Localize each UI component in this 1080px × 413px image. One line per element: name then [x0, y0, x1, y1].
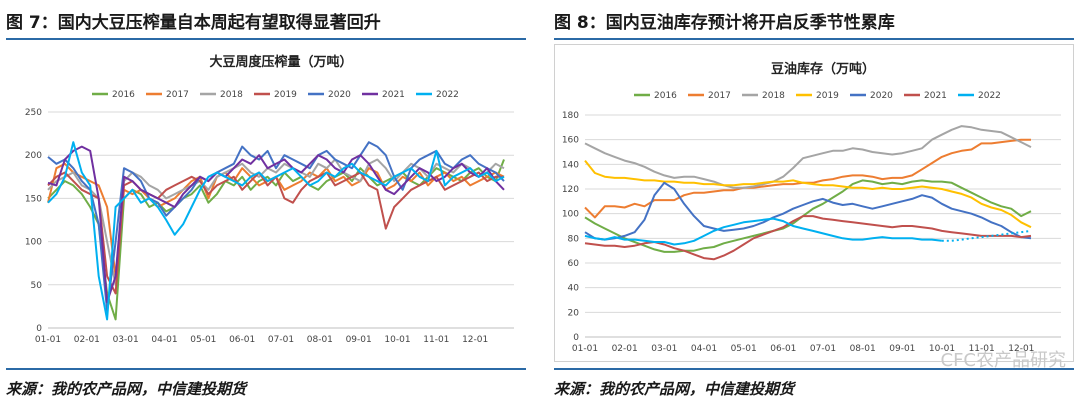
soyoil-y-tick-label: 60: [568, 259, 580, 269]
soyoil-legend-label: 2022: [978, 91, 1001, 101]
soyoil-legend-item-2016: 2016: [634, 91, 677, 101]
soyoil-y-tick-label: 20: [568, 308, 580, 318]
crush-chart-title: 大豆周度压榨量（万吨）: [209, 54, 352, 70]
crush-x-tick-label: 08-01: [307, 335, 333, 345]
crush-x-tick-label: 04-01: [151, 335, 177, 345]
crush-legend-label: 2017: [166, 90, 189, 100]
soyoil-y-tick-label: 160: [562, 136, 579, 146]
soyoil-x-tick-label: 09-01: [889, 344, 915, 354]
right-source-note: 来源：我的农产品网，中信建投期货: [554, 380, 795, 398]
soyoil-stock-svg: 豆油库存（万吨） 0 20 40 60 80 100 120 140 160 180 01-01 02-…: [562, 61, 1061, 354]
crush-legend-item-2016: 2016: [92, 90, 135, 100]
crush-x-tick-label: 03-01: [113, 335, 139, 345]
soyoil-stock-chart: 豆油库存（万吨） 0 20 40 60 80 100 120 140 160 180 01-01 02-…: [554, 44, 1074, 362]
crush-legend-item-2019: 2019: [254, 90, 297, 100]
soyoil-legend-item-2022: 2022: [958, 91, 1001, 101]
soyoil-x-tick-label: 06-01: [770, 344, 796, 354]
soybean-crush-svg: 大豆周度压榨量（万吨） 0 50 100 150 200 250 01-01 02-01 03-0…: [25, 54, 514, 345]
right-figure-panel: 图 8：国内豆油库存预计将开启反季节性累库 豆油库存（万吨） 0 20 40 60 80 1…: [548, 0, 1080, 413]
left-source-note: 来源：我的农产品网，中信建投期货: [6, 380, 247, 398]
soyoil-x-tick-label: 03-01: [651, 344, 677, 354]
soyoil-y-tick-label: 40: [568, 284, 580, 294]
crush-y-tick-label: 250: [25, 108, 42, 118]
soyoil-x-tick-label: 08-01: [850, 344, 876, 354]
left-figure-panel: 图 7：国内大豆压榨量自本周起有望取得显著回升 大豆周度压榨量（万吨） 0 50 10…: [0, 0, 532, 413]
right-title-rule: [554, 38, 1074, 40]
crush-series-line-2021: [47, 145, 505, 304]
left-title-rule: [6, 38, 526, 40]
soyoil-series-line-2022: [584, 217, 942, 246]
crush-legend-item-2020: 2020: [308, 90, 351, 100]
soyoil-series-line-2017: [584, 138, 1031, 219]
crush-series-line-2022: [47, 141, 505, 321]
crush-x-tick-label: 06-01: [229, 335, 255, 345]
soybean-crush-chart: 大豆周度压榨量（万吨） 0 50 100 150 200 250 01-01 02-01 03-0…: [6, 44, 526, 362]
right-figure-title: 图 8：国内豆油库存预计将开启反季节性累库: [554, 13, 895, 33]
crush-legend-item-2017: 2017: [146, 90, 189, 100]
soyoil-y-tick-label: 120: [562, 185, 579, 195]
soyoil-x-tick-label: 04-01: [691, 344, 717, 354]
crush-x-tick-label: 10-01: [384, 335, 410, 345]
wechat-watermark: CFC农产品研究: [940, 350, 1067, 371]
soyoil-legend-label: 2017: [708, 91, 731, 101]
soyoil-legend-label: 2016: [654, 91, 677, 101]
soyoil-x-tick-label: 07-01: [810, 344, 836, 354]
soyoil-y-tick-label: 140: [562, 160, 579, 170]
crush-x-tick-label: 01-01: [35, 335, 61, 345]
soyoil-chart-title: 豆油库存（万吨）: [771, 61, 875, 77]
crush-legend-item-2021: 2021: [362, 90, 405, 100]
crush-legend-item-2022: 2022: [416, 90, 459, 100]
soyoil-legend-item-2020: 2020: [850, 91, 893, 101]
soyoil-y-tick-label: 100: [562, 210, 579, 220]
soyoil-series-line-2019: [584, 159, 1032, 229]
crush-legend-label: 2020: [328, 90, 351, 100]
soyoil-legend-label: 2018: [762, 91, 785, 101]
soyoil-y-tick-label: 0: [573, 333, 579, 343]
crush-series-line-2020: [47, 141, 505, 312]
crush-x-tick-label: 07-01: [268, 335, 294, 345]
crush-y-tick-label: 50: [31, 281, 43, 291]
crush-y-tick-label: 200: [25, 151, 42, 161]
crush-x-tick-label: 05-01: [190, 335, 216, 345]
crush-x-tick-label: 12-01: [462, 335, 488, 345]
right-source-rule: [554, 368, 1074, 370]
crush-x-tick-label: 02-01: [74, 335, 100, 345]
soyoil-legend-label: 2019: [816, 91, 839, 101]
soyoil-x-tick-label: 02-01: [612, 344, 638, 354]
soyoil-legend-item-2019: 2019: [796, 91, 839, 101]
soyoil-legend-item-2021: 2021: [904, 91, 947, 101]
soyoil-legend-item-2018: 2018: [742, 91, 785, 101]
crush-y-tick-label: 0: [36, 324, 42, 334]
soyoil-legend-label: 2021: [924, 91, 947, 101]
soyoil-series-line-2020: [584, 181, 1032, 241]
soyoil-y-tick-label: 80: [568, 234, 580, 244]
crush-y-tick-label: 100: [25, 238, 42, 248]
soyoil-series-line-2016: [584, 179, 1032, 253]
left-source-rule: [6, 368, 526, 370]
crush-legend-label: 2019: [274, 90, 297, 100]
soyoil-x-tick-label: 11-01: [969, 344, 995, 354]
crush-x-tick-label: 09-01: [346, 335, 372, 345]
crush-legend-label: 2018: [220, 90, 243, 100]
left-figure-title: 图 7：国内大豆压榨量自本周起有望取得显著回升: [6, 13, 381, 33]
soyoil-x-tick-label: 05-01: [731, 344, 757, 354]
crush-legend-label: 2022: [436, 90, 459, 100]
soyoil-x-tick-label: 12-01: [1008, 344, 1034, 354]
soyoil-legend-label: 2020: [870, 91, 893, 101]
crush-x-tick-label: 11-01: [423, 335, 449, 345]
soyoil-x-tick-label: 01-01: [572, 344, 598, 354]
crush-legend-label: 2016: [112, 90, 135, 100]
soyoil-series-line-2021: [584, 215, 1032, 261]
crush-legend-item-2018: 2018: [200, 90, 243, 100]
soyoil-legend-item-2017: 2017: [688, 91, 731, 101]
crush-y-tick-label: 150: [25, 194, 42, 204]
crush-legend-label: 2021: [382, 90, 405, 100]
soyoil-y-tick-label: 180: [562, 111, 579, 121]
soyoil-series-line-2018: [584, 125, 1032, 189]
soyoil-x-tick-label: 10-01: [929, 344, 955, 354]
